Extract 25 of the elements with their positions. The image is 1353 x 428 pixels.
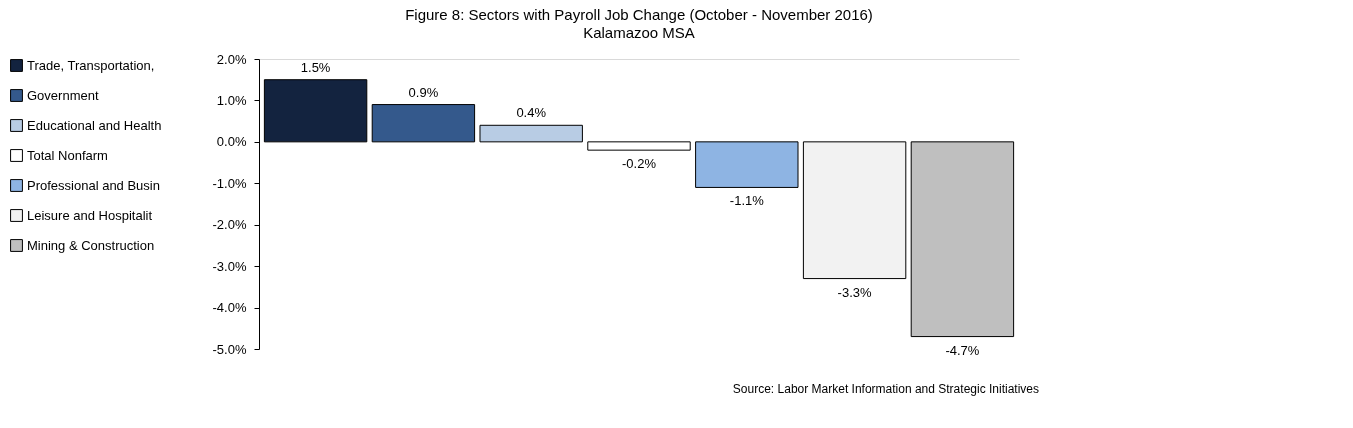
data-label: -0.2% bbox=[622, 156, 657, 172]
chart-subtitle: Kalamazoo MSA bbox=[583, 24, 695, 41]
legend-label: Total Nonfarm bbox=[27, 147, 108, 163]
y-tick-label: 1.0% bbox=[216, 92, 247, 108]
data-label: -3.3% bbox=[837, 284, 873, 300]
source-note: Source: Labor Market Information and Strategic Initiatives bbox=[732, 382, 1039, 396]
y-tick-label: -2.0% bbox=[212, 217, 247, 233]
data-label: -4.7% bbox=[945, 342, 980, 358]
y-tick-label: 0.0% bbox=[216, 134, 247, 150]
y-tick-label: 2.0% bbox=[216, 51, 247, 67]
y-tick-label: -1.0% bbox=[212, 175, 247, 191]
y-tick-label: -3.0% bbox=[212, 258, 247, 274]
y-tick-label: -4.0% bbox=[212, 300, 247, 316]
legend-label: Leisure and Hospitalit bbox=[27, 207, 153, 223]
legend-label: Professional and Busin bbox=[27, 177, 160, 193]
data-label: 1.5% bbox=[300, 59, 331, 75]
chart-title: Figure 8: Sectors with Payroll Job Change (October - November 2016) bbox=[405, 6, 873, 23]
legend-label: Trade, Transportation, bbox=[27, 57, 155, 73]
y-tick-label: -5.0% bbox=[212, 341, 247, 357]
legend-label: Government bbox=[27, 87, 99, 103]
data-label: 0.9% bbox=[408, 84, 439, 100]
legend-label: Mining & Construction bbox=[27, 237, 155, 253]
legend-label: Educational and Health bbox=[27, 117, 162, 133]
data-label: -1.1% bbox=[729, 193, 765, 209]
data-label: 0.4% bbox=[516, 105, 547, 121]
